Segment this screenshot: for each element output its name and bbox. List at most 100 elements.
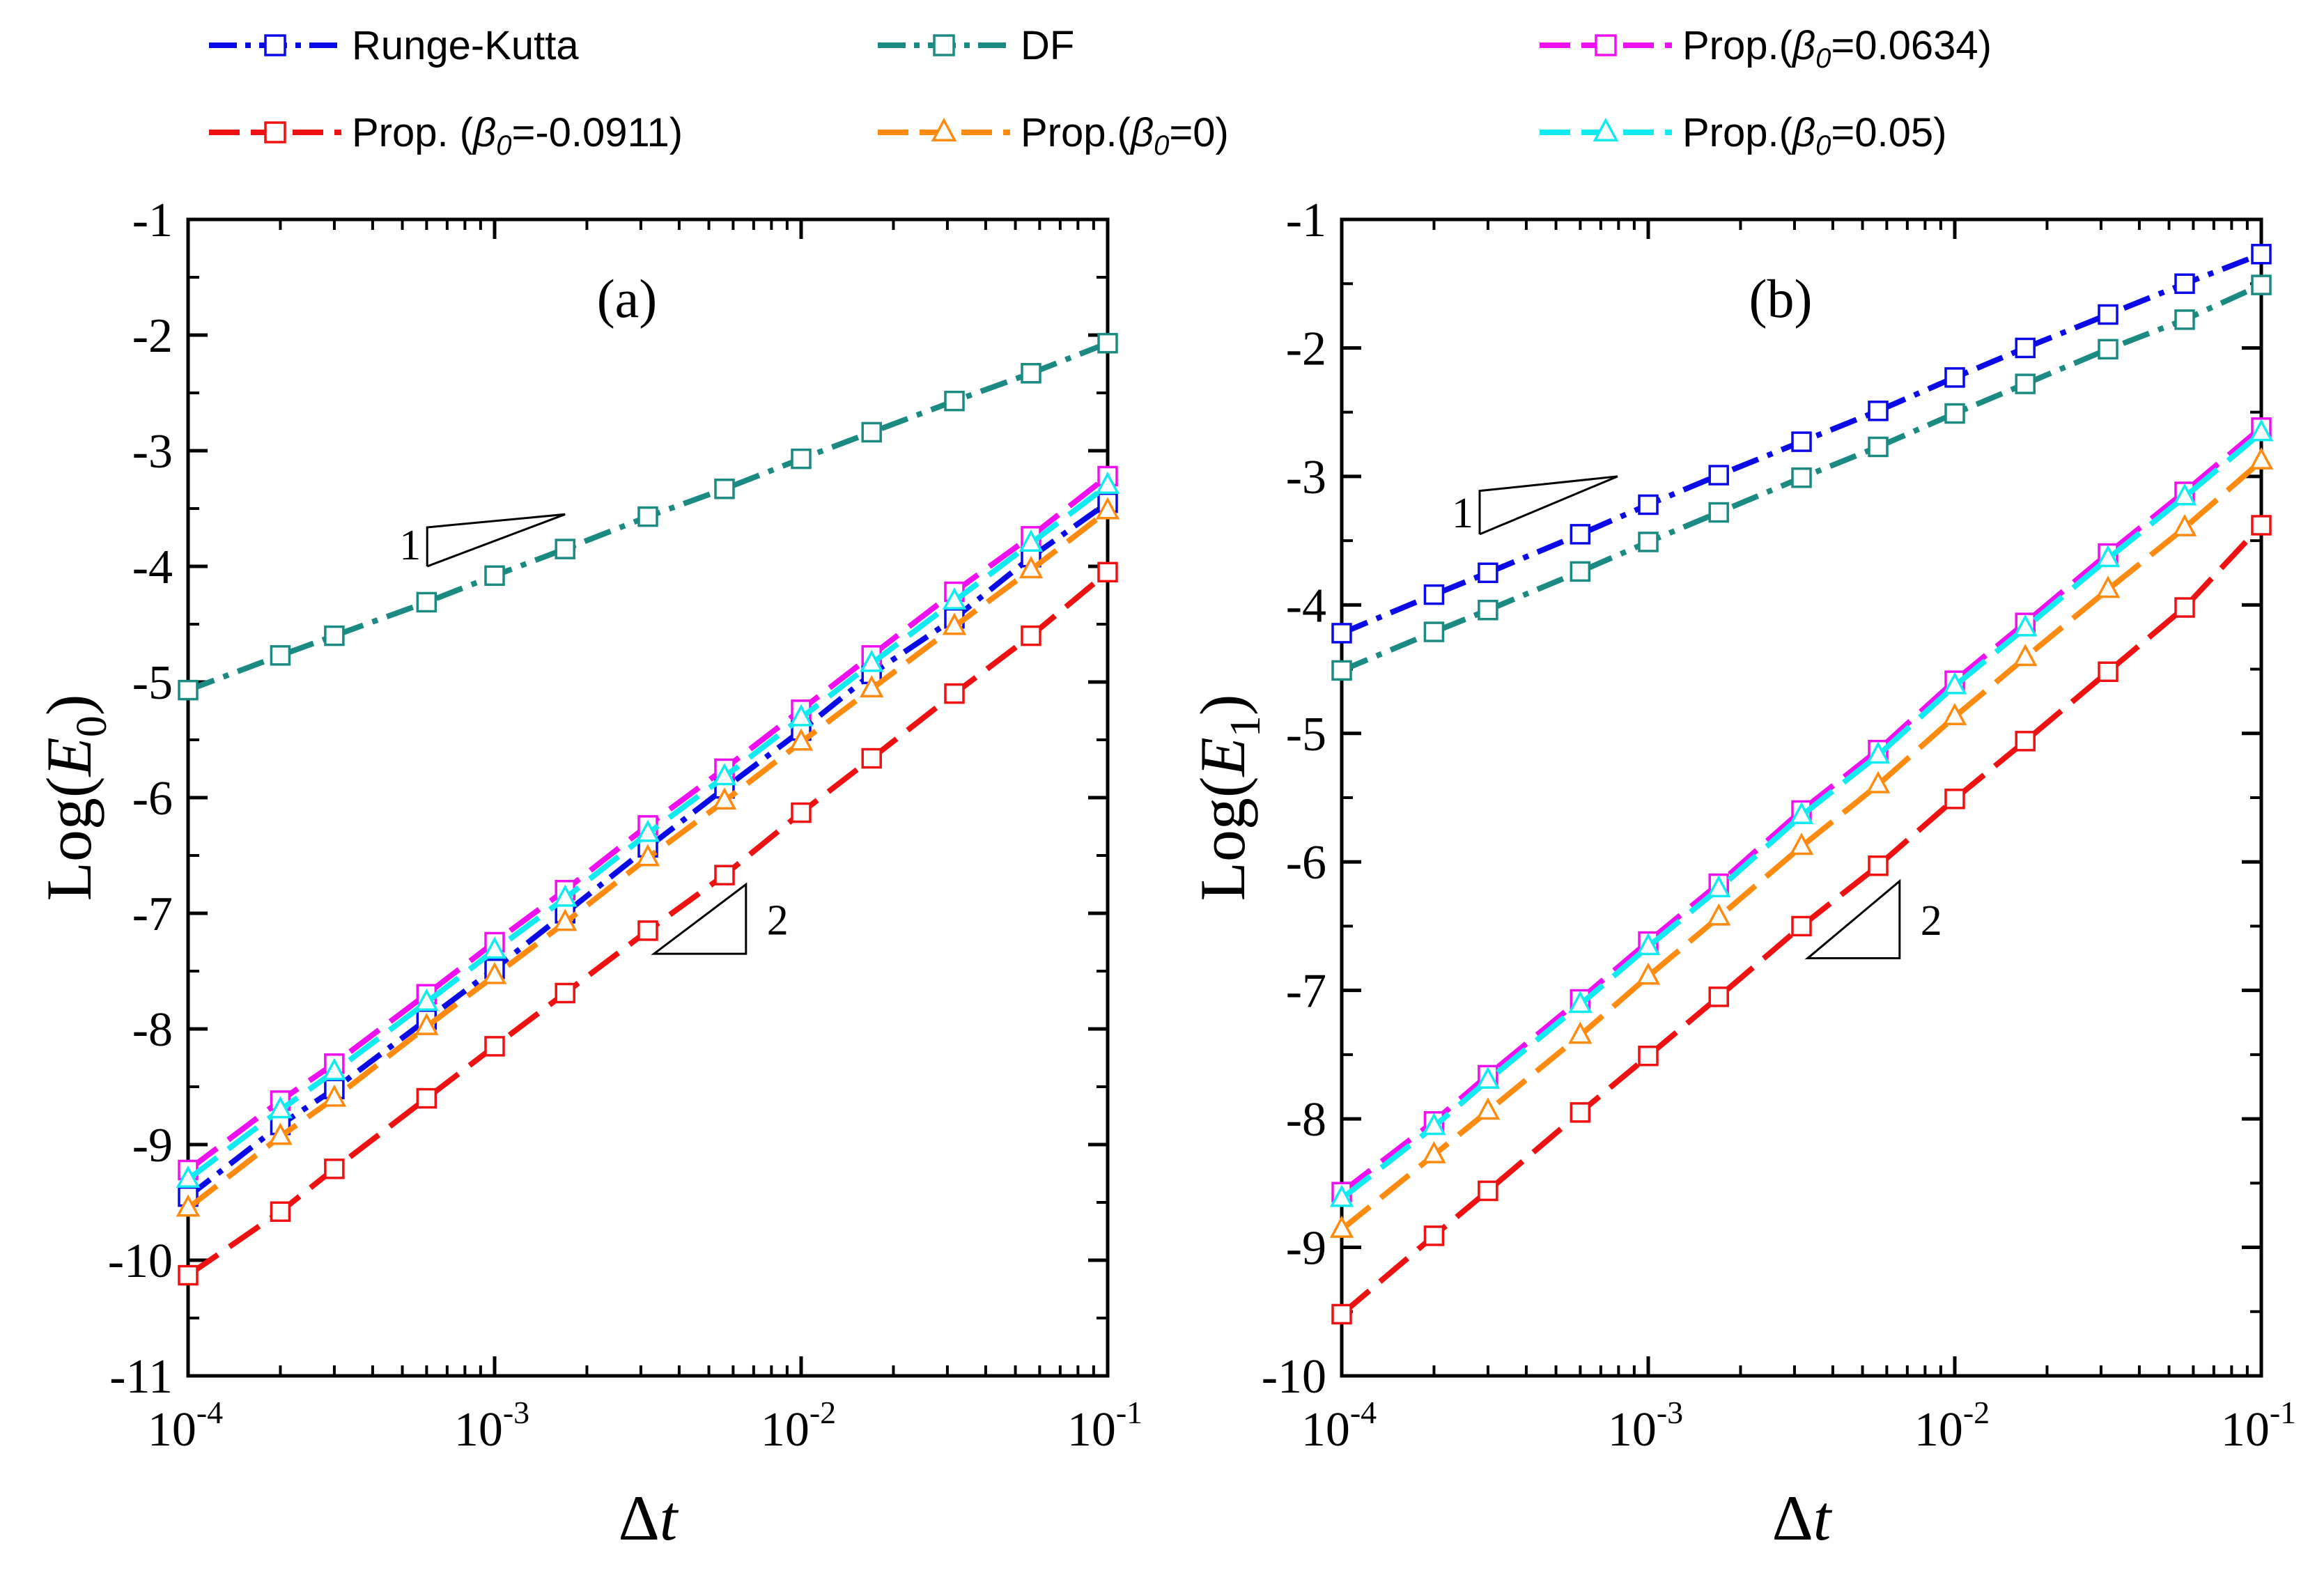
data-point-prop_005 (859, 649, 884, 672)
data-point-df (2098, 339, 2118, 360)
data-point-rk (1868, 401, 1889, 421)
data-point-prop_zero (322, 1084, 347, 1107)
data-point-prop_005 (1789, 802, 1814, 824)
data-point-prop_neg (637, 920, 658, 941)
y-tick-label: -9 (1286, 1222, 1326, 1276)
x-axis-title-var: t (1813, 1482, 1833, 1553)
series-df (1331, 274, 2272, 681)
x-tick-base: 10 (454, 1403, 503, 1457)
legend-label-suffix: =0.0634) (1831, 23, 1992, 68)
data-point-prop_neg (1791, 915, 1812, 937)
data-point-prop_neg (1423, 1225, 1445, 1246)
data-point-prop_zero (1475, 1097, 1501, 1120)
y-axis-title-var: E (1187, 737, 1258, 777)
data-point-prop_005 (482, 936, 507, 959)
data-point-prop_neg (2015, 731, 2036, 752)
data-point-df (2015, 373, 2036, 394)
slope-triangles: 12 (1452, 475, 1942, 960)
y-tick-label: -4 (1286, 579, 1326, 633)
data-point-df (1097, 332, 1118, 354)
data-point-rk (1478, 562, 1498, 583)
legend-marker (933, 34, 955, 56)
data-point-prop_zero (1422, 1140, 1446, 1163)
data-point-prop_neg (2251, 515, 2272, 536)
data-point-prop_005 (322, 1057, 347, 1080)
data-point-df (637, 506, 658, 527)
data-point-prop_zero (1706, 903, 1731, 926)
data-point-prop_neg (861, 747, 882, 769)
x-axis-title-delta: Δ (619, 1482, 660, 1553)
data-point-prop_neg (1708, 986, 1729, 1007)
data-point-prop_zero (1568, 1021, 1593, 1044)
data-point-rk (1791, 431, 1812, 452)
data-point-prop_zero (1018, 556, 1044, 579)
data-point-prop_zero (2013, 644, 2038, 667)
x-tick-label: 10-2 (1914, 1395, 1990, 1457)
x-axis-title: Δt (619, 1482, 679, 1553)
y-axis-title-suffix: ) (33, 695, 104, 716)
data-point-df (324, 625, 345, 646)
data-point-prop_005 (1018, 529, 1044, 552)
data-point-rk (2098, 304, 2118, 325)
legend-beta-sub: 0 (1154, 130, 1169, 161)
y-tick-label: -1 (132, 194, 173, 247)
data-point-rk (1570, 524, 1591, 545)
data-point-prop_005 (1866, 741, 1891, 764)
data-point-prop_005 (268, 1096, 293, 1119)
x-axis-title-var: t (660, 1482, 679, 1553)
data-point-prop_neg (1570, 1102, 1591, 1123)
slope-triangle-1 (1478, 475, 1618, 534)
series-prop_zero (176, 497, 1120, 1217)
data-point-df (1638, 532, 1659, 552)
y-axis-title-sub: 1 (1222, 715, 1269, 737)
legend-beta-symbol: β (1791, 23, 1815, 68)
y-tick-label: -4 (132, 541, 173, 594)
legend-marker (1595, 34, 1617, 56)
series-prop_005 (1329, 419, 2274, 1207)
x-tick-exponent: -1 (1116, 1395, 1142, 1430)
data-point-prop_005 (1475, 1066, 1501, 1089)
legend-label: Prop.(β0=0.0634) (1682, 23, 1992, 74)
legend: Runge-Kutta DF Prop.(β0=0.0634)Prop. (β0=-… (209, 23, 1992, 161)
legend-item-prop_neg: Prop. (β0=-0.0911) (209, 110, 683, 161)
data-point-prop_zero (1942, 702, 1967, 725)
data-point-prop_005 (1095, 471, 1120, 494)
x-tick-base: 10 (1067, 1403, 1116, 1457)
data-point-df (1478, 599, 1498, 621)
data-point-prop_005 (1942, 672, 1967, 695)
y-axis: -11 -10 -9 -8 -7 -6 -5 -4 -3 -2 -1 (108, 194, 1108, 1404)
legend-label-prefix: Prop.( (1682, 23, 1792, 68)
x-tick-base: 10 (1301, 1403, 1350, 1457)
legend-item-prop_0634: Prop.(β0=0.0634) (1540, 23, 1992, 74)
data-point-prop_005 (1329, 1184, 1354, 1207)
legend-label-prefix: Prop.( (1682, 110, 1792, 155)
x-tick-base: 10 (148, 1403, 196, 1457)
data-point-prop_zero (2249, 447, 2274, 470)
legend-item-prop_005: Prop.(β0=0.05) (1540, 110, 1946, 161)
series-prop_005 (176, 471, 1120, 1188)
y-tick-label: -1 (1286, 194, 1326, 247)
data-point-df (791, 448, 812, 470)
data-point-prop_neg (944, 683, 965, 704)
y-tick-label: -5 (1286, 708, 1326, 761)
slope-triangles: 12 (399, 513, 789, 955)
data-point-df (1944, 403, 1965, 424)
x-tick-label: 10-4 (148, 1395, 223, 1457)
y-tick-label: -11 (109, 1350, 173, 1404)
data-point-rk (1944, 367, 1965, 388)
data-point-rk (1638, 494, 1659, 516)
data-point-prop_zero (482, 961, 507, 984)
legend-item-df: DF (878, 23, 1074, 68)
data-point-prop_neg (1331, 1303, 1352, 1325)
data-point-prop_005 (415, 989, 439, 1011)
y-tick-label: -8 (132, 1003, 173, 1057)
panel-label: (a) (597, 268, 658, 329)
x-tick-label: 10-1 (2221, 1395, 2296, 1457)
data-point-prop_005 (2249, 419, 2274, 442)
legend-beta-symbol: β (1791, 110, 1815, 155)
legend-beta-sub: 0 (1815, 43, 1831, 74)
slope-triangle-2 (651, 882, 747, 955)
x-tick-exponent: -3 (503, 1395, 529, 1430)
